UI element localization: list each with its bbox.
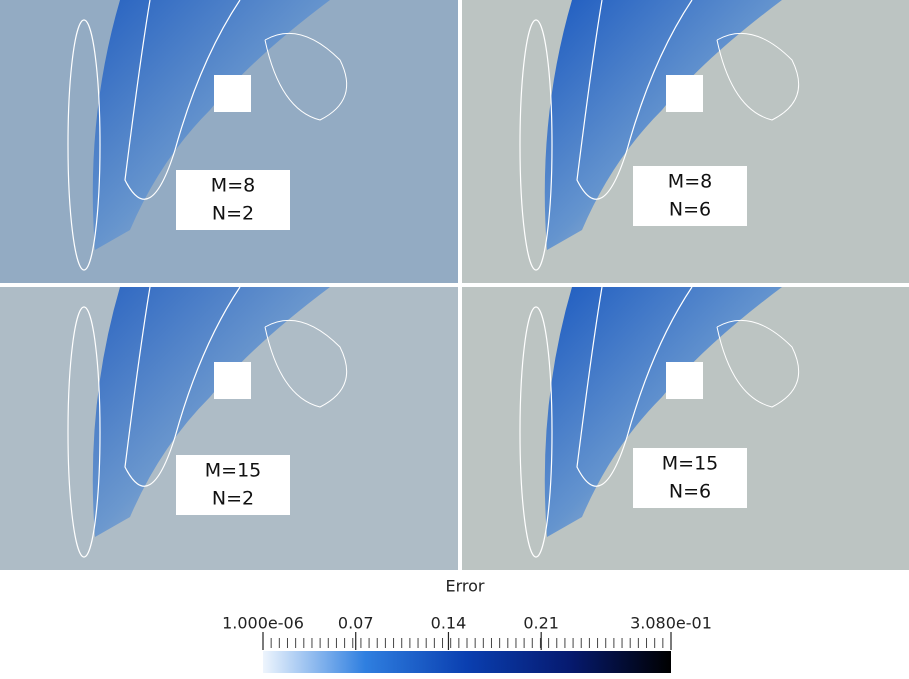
contour — [519, 19, 553, 271]
contour — [264, 319, 348, 408]
obstacle — [214, 362, 251, 399]
contour — [264, 32, 348, 121]
label-box — [633, 166, 747, 226]
panel: M=15 N=2 — [0, 286, 458, 570]
contour — [519, 306, 553, 558]
panel: M=15 N=6 — [462, 286, 909, 570]
contour — [716, 319, 800, 408]
tick-label: 1.000e-06 — [222, 614, 304, 633]
label-n: N=2 — [212, 203, 254, 225]
label-m: M=8 — [668, 171, 712, 193]
panel: M=8N=6 — [462, 0, 909, 283]
obstacle — [666, 75, 703, 112]
colorbar-title: Error — [446, 577, 485, 596]
label-box — [176, 455, 290, 515]
tick-label: 0.07 — [338, 614, 374, 633]
tick-label: 0.21 — [523, 614, 559, 633]
label-box — [176, 170, 290, 230]
contour — [576, 0, 693, 200]
label-n: N=6 — [669, 199, 711, 221]
label-m: M=15 — [205, 460, 262, 482]
tick-label: 3.080e-01 — [630, 614, 712, 633]
contour — [716, 32, 800, 121]
obstacle — [214, 75, 251, 112]
label-n: N=2 — [212, 488, 254, 510]
contour — [576, 286, 693, 487]
tick-label: 0.14 — [431, 614, 467, 633]
panel: M=8N=2 — [0, 0, 458, 283]
error-region — [544, 0, 782, 250]
label-n: N=6 — [669, 481, 711, 503]
obstacle — [666, 362, 703, 399]
contour — [67, 306, 101, 558]
error-region — [544, 287, 782, 537]
error-region — [92, 287, 331, 537]
colorbar — [263, 651, 671, 673]
label-m: M=8 — [211, 175, 255, 197]
contour — [124, 0, 241, 200]
error-region — [92, 0, 331, 250]
contour — [124, 286, 241, 487]
contour — [67, 19, 101, 271]
label-m: M=15 — [662, 453, 719, 475]
label-box — [633, 448, 747, 508]
